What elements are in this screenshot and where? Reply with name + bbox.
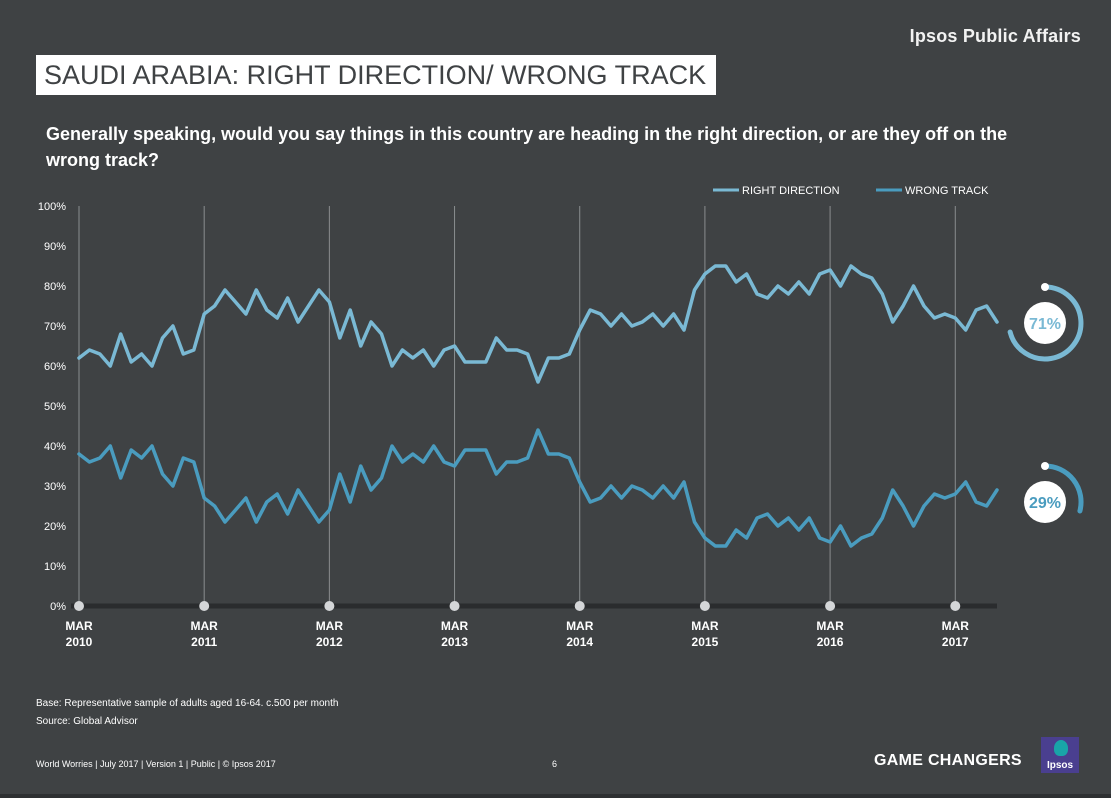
y-tick-label: 50% bbox=[44, 401, 66, 413]
x-tick-marker bbox=[199, 601, 210, 611]
x-tick-month: MAR bbox=[441, 619, 469, 633]
y-tick-label: 100% bbox=[38, 201, 66, 213]
x-tick-month: MAR bbox=[316, 619, 344, 633]
y-tick-label: 60% bbox=[44, 361, 66, 373]
brand-name: Ipsos Public Affairs bbox=[909, 26, 1081, 46]
logo-mark-icon bbox=[1054, 740, 1068, 756]
x-tick-year: 2010 bbox=[66, 635, 93, 649]
x-tick-year: 2013 bbox=[441, 635, 468, 649]
slide-title: SAUDI ARABIA: RIGHT DIRECTION/ WRONG TRA… bbox=[36, 55, 716, 95]
page-number: 6 bbox=[552, 759, 558, 769]
axis-layer: 0% 10% 20% 30% 40% 50% 60% 70% 80% 90% 100% MAR 2010… bbox=[38, 201, 997, 649]
badge-value: 29% bbox=[1029, 495, 1061, 512]
legend-label: WRONG TRACK bbox=[905, 185, 989, 197]
y-tick-label: 70% bbox=[44, 321, 66, 333]
badge-value: 71% bbox=[1029, 316, 1061, 333]
badge-ring-dot bbox=[1041, 462, 1049, 470]
tagline: GAME CHANGERS bbox=[874, 752, 1022, 769]
source-note: Source: Global Advisor bbox=[36, 716, 138, 727]
x-tick-month: MAR bbox=[942, 619, 970, 633]
ipsos-logo: Ipsos bbox=[1041, 737, 1079, 773]
series-layer bbox=[77, 264, 999, 548]
x-tick-year: 2016 bbox=[817, 635, 844, 649]
x-tick-month: MAR bbox=[691, 619, 719, 633]
x-tick-year: 2014 bbox=[566, 635, 593, 649]
bottom-strip bbox=[0, 794, 1111, 798]
series-line-right-direction bbox=[77, 264, 999, 384]
y-tick-label: 10% bbox=[44, 561, 66, 573]
x-tick-month: MAR bbox=[65, 619, 93, 633]
x-tick-marker bbox=[74, 601, 84, 611]
y-tick-label: 40% bbox=[44, 441, 66, 453]
y-tick-label: 80% bbox=[44, 281, 66, 293]
x-tick-marker bbox=[950, 601, 961, 611]
x-tick-year: 2017 bbox=[942, 635, 969, 649]
x-tick-month: MAR bbox=[816, 619, 844, 633]
badge-ring-dot bbox=[1041, 283, 1049, 291]
logo-text: Ipsos bbox=[1046, 760, 1074, 771]
x-tick-marker bbox=[574, 601, 585, 611]
x-tick-marker bbox=[699, 601, 710, 611]
badge-circle bbox=[1024, 302, 1066, 344]
legend-label: RIGHT DIRECTION bbox=[742, 185, 840, 197]
grid-layer bbox=[78, 206, 956, 606]
chart-legend: RIGHT DIRECTION WRONG TRACK bbox=[713, 185, 989, 197]
x-tick-marker bbox=[324, 601, 335, 611]
x-tick-marker bbox=[825, 601, 836, 611]
footer-text: World Worries | July 2017 | Version 1 | … bbox=[36, 759, 276, 769]
y-tick-label: 20% bbox=[44, 521, 66, 533]
series-line-wrong-track bbox=[77, 428, 999, 548]
y-tick-label: 0% bbox=[50, 601, 66, 613]
y-tick-label: 90% bbox=[44, 241, 66, 253]
survey-question: Generally speaking, would you say things… bbox=[46, 124, 1008, 170]
x-tick-month: MAR bbox=[191, 619, 219, 633]
x-tick-year: 2011 bbox=[191, 635, 217, 649]
badge-ring bbox=[1042, 463, 1084, 514]
badge-ring bbox=[1007, 284, 1084, 362]
badge-circle bbox=[1024, 481, 1066, 523]
x-tick-month: MAR bbox=[566, 619, 594, 633]
x-tick-year: 2012 bbox=[316, 635, 343, 649]
x-tick-marker bbox=[449, 601, 460, 611]
x-tick-year: 2015 bbox=[692, 635, 719, 649]
y-tick-label: 30% bbox=[44, 481, 66, 493]
badge-layer: 71% 29% bbox=[1007, 283, 1084, 523]
base-note: Base: Representative sample of adults ag… bbox=[36, 698, 339, 709]
